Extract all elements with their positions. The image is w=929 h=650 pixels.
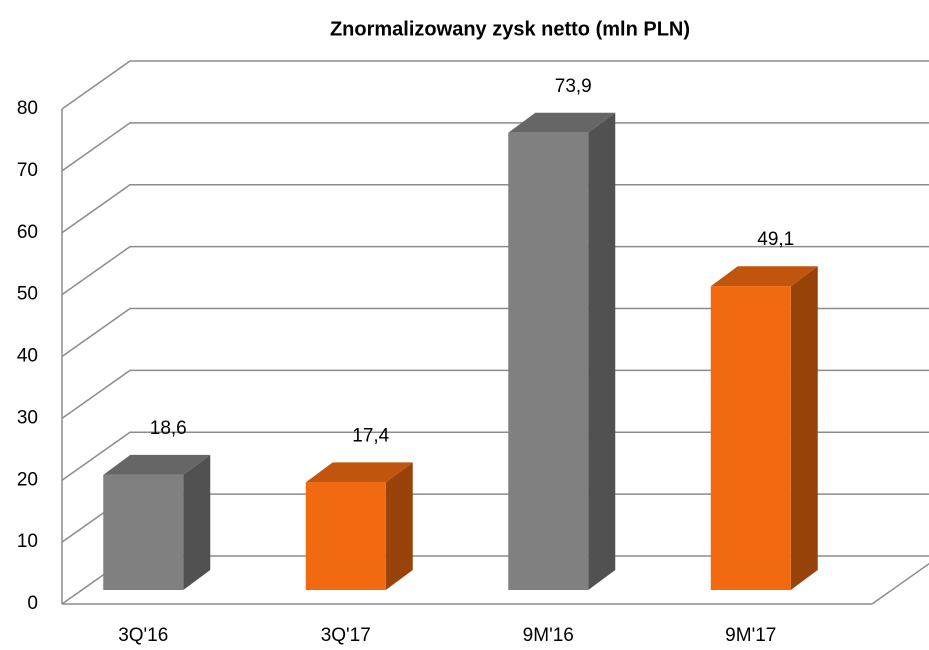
grid-line — [61, 245, 929, 296]
y-tick-label: 70 — [17, 160, 38, 181]
value-label: 73,9 — [555, 76, 592, 97]
bar-top — [508, 112, 616, 133]
y-tick-label: 20 — [17, 469, 38, 490]
chart-title: Znormalizowany zysk netto (mln PLN) — [330, 18, 690, 40]
bar-side — [588, 112, 616, 591]
floor-edge — [871, 562, 929, 605]
grid-line — [61, 60, 929, 110]
bar-side — [790, 266, 818, 590]
bar — [508, 132, 589, 590]
y-tick-label: 30 — [17, 407, 38, 428]
y-tick-label: 10 — [17, 531, 38, 552]
x-tick-label: 3Q'16 — [118, 625, 168, 646]
value-label: 18,6 — [150, 418, 187, 439]
x-tick-label: 9M'16 — [523, 625, 574, 646]
bar-top — [103, 454, 211, 475]
y-tick-label: 40 — [17, 346, 38, 367]
x-tick-label: 9M'17 — [725, 625, 776, 646]
grid-line — [61, 307, 929, 358]
y-tick-label: 80 — [17, 98, 38, 119]
value-label: 17,4 — [352, 425, 389, 446]
grid-line — [61, 122, 929, 172]
y-tick-label: 60 — [17, 222, 38, 243]
grid-line — [61, 431, 929, 481]
grid-line — [61, 184, 929, 234]
y-tick-label: 0 — [27, 593, 38, 614]
bar — [710, 286, 791, 590]
bar — [103, 474, 184, 590]
grid-line — [61, 369, 929, 419]
value-label: 49,1 — [757, 229, 794, 250]
bar-side — [385, 462, 413, 590]
bar-top — [710, 266, 818, 287]
bar-top — [305, 462, 413, 483]
bar — [305, 482, 386, 590]
bar-side — [183, 454, 211, 590]
x-tick-label: 3Q'17 — [321, 625, 371, 646]
y-tick-label: 50 — [17, 284, 38, 305]
